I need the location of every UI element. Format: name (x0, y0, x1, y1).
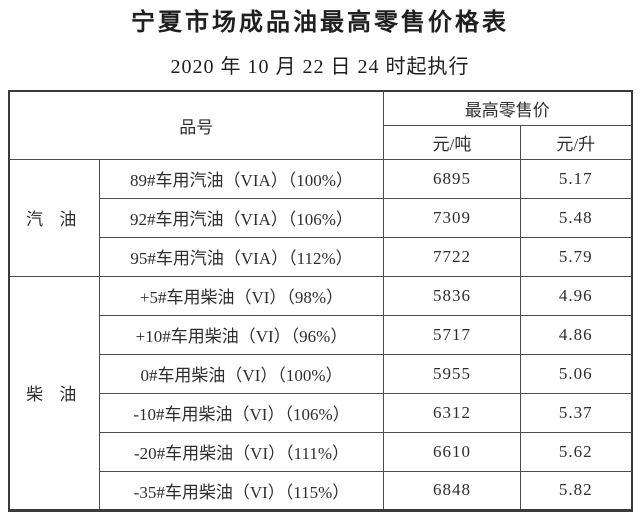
table-row: 95#车用汽油（VIA）（112%） 7722 5.79 (9, 236, 632, 277)
header-unit-per-liter: 元/升 (520, 124, 632, 160)
header-unit-per-ton: 元/吨 (383, 124, 521, 160)
price-ton-cell: 7722 (383, 236, 521, 277)
table-row: 柴 油 +5#车用柴油（VI）（98%） 5836 4.96 (8, 275, 632, 511)
table-row: -20#车用柴油（VI）（111%） 6610 5.62 (9, 431, 632, 472)
fuel-category-cell: 柴 油 (8, 275, 100, 511)
price-liter-cell: 5.06 (520, 353, 632, 394)
header-row-2: 元/吨 元/升 (9, 124, 632, 160)
page-title: 宁夏市场成品油最高零售价格表 (131, 10, 509, 36)
price-ton-cell: 6312 (383, 392, 521, 433)
table-row: 汽 油 89#车用汽油（VIA）（100%） 6895 5.17 (8, 158, 632, 277)
fuel-price-table: 品号 最高零售价 元/吨 元/升 汽 油 89#车用汽油（VIA）（100%） 68… (7, 90, 633, 512)
product-cell: 0#车用柴油（VI）（100%） (99, 353, 384, 394)
fuel-category-cell: 汽 油 (8, 158, 100, 277)
table-row: 92#车用汽油（VIA）（106%） 7309 5.48 (9, 197, 632, 238)
table-row: 0#车用柴油（VI）（100%） 5955 5.06 (9, 353, 632, 394)
product-cell: -20#车用柴油（VI）（111%） (99, 431, 384, 472)
price-ton-cell: 5955 (383, 353, 521, 394)
product-cell: +5#车用柴油（VI）（98%） (99, 275, 384, 316)
header-max-retail-price: 最高零售价 (383, 90, 632, 126)
price-ton-cell: 5717 (383, 314, 521, 355)
price-liter-cell: 5.48 (520, 197, 632, 238)
product-cell: 95#车用汽油（VIA）（112%） (99, 236, 384, 277)
header-row-1: 品号 最高零售价 (8, 90, 632, 160)
header-product-col: 品号 (8, 90, 384, 160)
table-row: -35#车用柴油（VI）（115%） 6848 5.82 (9, 470, 632, 511)
price-ton-cell: 6848 (383, 470, 521, 511)
product-cell: +10#车用柴油（VI）（96%） (99, 314, 384, 355)
price-ton-cell: 6610 (383, 431, 521, 472)
effective-date-subtitle: 2020 年 10 月 22 日 24 时起执行 (170, 56, 470, 78)
price-ton-cell: 7309 (383, 197, 521, 238)
price-table-body: 汽 油 89#车用汽油（VIA）（100%） 6895 5.17 92#车用汽油（VIA… (8, 158, 632, 511)
price-ton-cell: 6895 (383, 158, 521, 199)
product-cell: 89#车用汽油（VIA）（100%） (99, 158, 384, 199)
price-liter-cell: 5.37 (520, 392, 632, 433)
price-liter-cell: 5.82 (520, 470, 632, 511)
product-cell: -10#车用柴油（VI）（106%） (99, 392, 384, 433)
price-liter-cell: 5.79 (520, 236, 632, 277)
price-liter-cell: 4.96 (520, 275, 632, 316)
price-liter-cell: 5.17 (520, 158, 632, 199)
product-cell: -35#车用柴油（VI）（115%） (99, 470, 384, 511)
price-ton-cell: 5836 (383, 275, 521, 316)
table-row: +10#车用柴油（VI）（96%） 5717 4.86 (9, 314, 632, 355)
product-cell: 92#车用汽油（VIA）（106%） (99, 197, 384, 238)
table-header: 品号 最高零售价 元/吨 元/升 (8, 90, 632, 160)
price-liter-cell: 4.86 (520, 314, 632, 355)
price-liter-cell: 5.62 (520, 431, 632, 472)
table-row: -10#车用柴油（VI）（106%） 6312 5.37 (9, 392, 632, 433)
